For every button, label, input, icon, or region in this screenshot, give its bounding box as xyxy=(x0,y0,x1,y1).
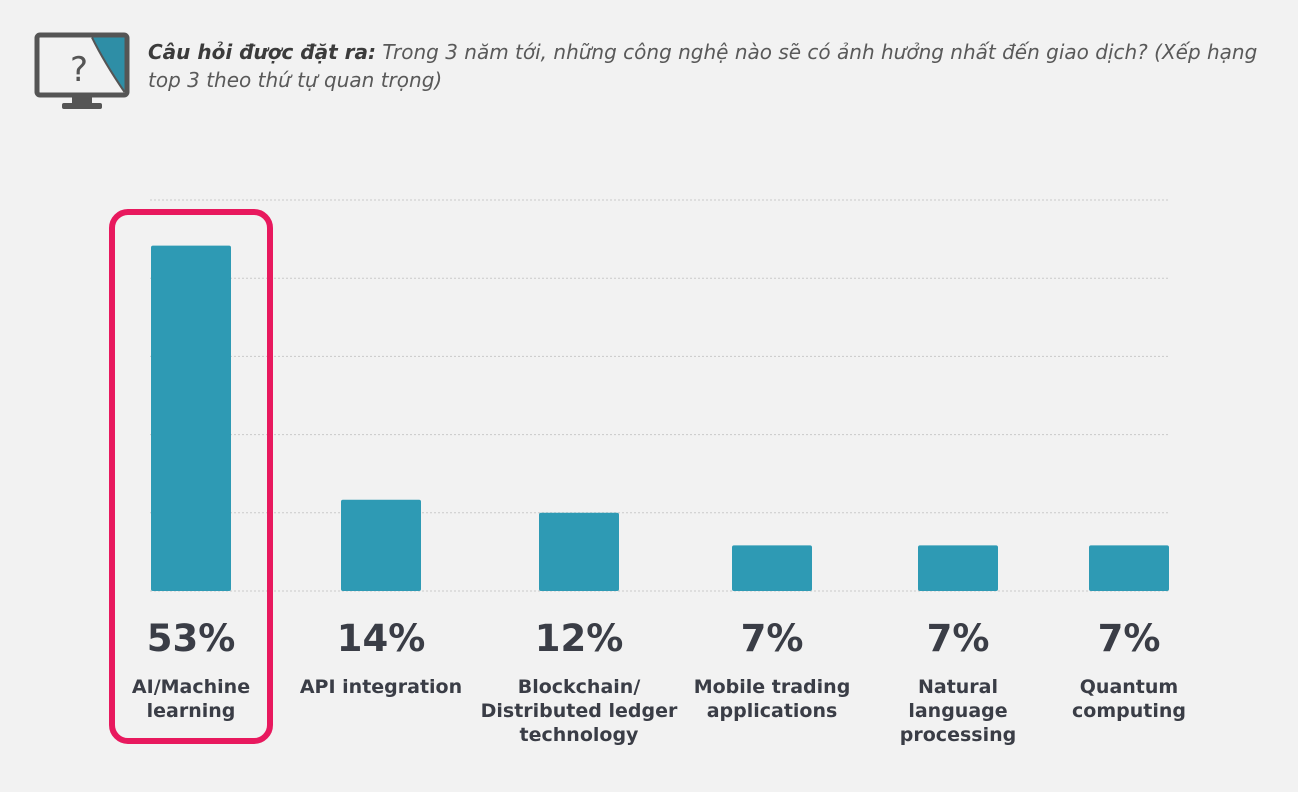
bar xyxy=(151,245,231,591)
bar xyxy=(341,499,421,591)
bar xyxy=(539,512,619,591)
value-label: 14% xyxy=(337,617,426,660)
question-body: Trong 3 năm tới, những công nghệ nào sẽ … xyxy=(148,40,1258,92)
category-label: applications xyxy=(707,700,838,722)
value-label: 7% xyxy=(1098,617,1161,660)
category-label: Mobile trading xyxy=(694,676,851,698)
highlight-box xyxy=(109,209,273,744)
category-label: learning xyxy=(147,700,236,722)
bar xyxy=(918,545,998,591)
question-label: Câu hỏi được đặt ra: xyxy=(148,40,376,64)
category-label: technology xyxy=(520,724,640,746)
bar xyxy=(732,545,812,591)
value-label: 53% xyxy=(147,617,236,660)
category-label: API integration xyxy=(300,676,462,698)
category-label: computing xyxy=(1072,700,1186,722)
category-label: AI/Machine xyxy=(132,676,250,698)
svg-text:?: ? xyxy=(70,50,88,90)
category-label: Natural xyxy=(918,676,998,698)
category-label: Quantum xyxy=(1080,676,1178,698)
value-label: 7% xyxy=(741,617,804,660)
category-label: Distributed ledger xyxy=(481,700,678,722)
value-label: 7% xyxy=(927,617,990,660)
question-text: Câu hỏi được đặt ra: Trong 3 năm tới, nh… xyxy=(148,38,1288,94)
bar xyxy=(1089,545,1169,591)
category-label: language xyxy=(908,700,1007,722)
category-label: processing xyxy=(900,724,1016,746)
monitor-question-icon: ? xyxy=(34,32,130,109)
value-label: 12% xyxy=(535,617,624,660)
category-label: Blockchain/ xyxy=(518,676,641,698)
